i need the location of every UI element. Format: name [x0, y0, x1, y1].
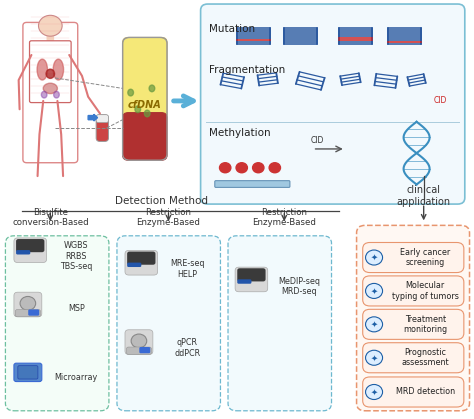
Ellipse shape: [41, 91, 47, 98]
FancyBboxPatch shape: [363, 377, 464, 407]
Circle shape: [236, 163, 247, 173]
FancyBboxPatch shape: [125, 251, 157, 275]
FancyBboxPatch shape: [363, 343, 464, 373]
Text: Methylation: Methylation: [209, 128, 270, 138]
FancyBboxPatch shape: [215, 181, 290, 187]
Text: Detection Method: Detection Method: [115, 196, 208, 206]
Text: Early cancer
screening: Early cancer screening: [400, 248, 450, 267]
Text: MeDIP-seq
MRD-seq: MeDIP-seq MRD-seq: [278, 277, 320, 297]
Text: ✦: ✦: [371, 353, 378, 362]
Text: Fragmentation: Fragmentation: [209, 65, 285, 75]
Text: Prognostic
assessment: Prognostic assessment: [401, 348, 449, 367]
Text: qPCR
ddPCR: qPCR ddPCR: [174, 339, 201, 358]
FancyBboxPatch shape: [123, 113, 167, 160]
Text: ✦: ✦: [371, 253, 378, 262]
FancyBboxPatch shape: [363, 243, 464, 272]
FancyBboxPatch shape: [14, 363, 42, 382]
Text: Restriction
Enzyme-Based: Restriction Enzyme-Based: [137, 208, 201, 227]
Ellipse shape: [135, 106, 141, 113]
FancyBboxPatch shape: [46, 35, 54, 41]
FancyBboxPatch shape: [237, 279, 251, 284]
Ellipse shape: [128, 89, 134, 96]
FancyBboxPatch shape: [126, 347, 152, 354]
FancyBboxPatch shape: [5, 236, 109, 411]
Ellipse shape: [53, 59, 64, 80]
Text: ✦: ✦: [371, 287, 378, 295]
Text: MRD detection: MRD detection: [396, 388, 455, 396]
Text: clinical
application: clinical application: [397, 185, 451, 207]
Circle shape: [269, 163, 281, 173]
Circle shape: [365, 283, 383, 298]
FancyBboxPatch shape: [363, 276, 464, 306]
Ellipse shape: [145, 110, 150, 117]
Circle shape: [365, 350, 383, 365]
Circle shape: [131, 334, 147, 348]
FancyBboxPatch shape: [363, 309, 464, 339]
FancyBboxPatch shape: [117, 236, 220, 411]
FancyBboxPatch shape: [15, 309, 40, 317]
Text: MRE-seq
HELP: MRE-seq HELP: [170, 259, 205, 279]
Ellipse shape: [149, 85, 155, 92]
FancyBboxPatch shape: [14, 292, 42, 317]
Circle shape: [365, 385, 383, 399]
Ellipse shape: [46, 69, 55, 78]
FancyBboxPatch shape: [96, 115, 109, 123]
Ellipse shape: [54, 91, 59, 98]
Text: Treatment
monitoring: Treatment monitoring: [403, 315, 447, 334]
Ellipse shape: [43, 83, 57, 93]
Circle shape: [38, 16, 62, 36]
FancyBboxPatch shape: [127, 251, 155, 265]
FancyBboxPatch shape: [123, 37, 167, 119]
FancyBboxPatch shape: [228, 236, 331, 411]
FancyBboxPatch shape: [96, 115, 109, 142]
Circle shape: [20, 297, 36, 310]
Text: CID: CID: [433, 96, 447, 106]
FancyBboxPatch shape: [127, 263, 141, 267]
Circle shape: [253, 163, 264, 173]
FancyBboxPatch shape: [125, 330, 153, 354]
Text: cfDNA: cfDNA: [128, 100, 162, 110]
FancyBboxPatch shape: [356, 225, 470, 411]
Text: MSP: MSP: [68, 304, 85, 313]
Text: Mutation: Mutation: [209, 23, 255, 34]
FancyBboxPatch shape: [18, 366, 38, 379]
Text: CID: CID: [310, 136, 324, 145]
FancyBboxPatch shape: [16, 239, 45, 252]
FancyBboxPatch shape: [16, 250, 30, 254]
Text: ✦: ✦: [371, 320, 378, 329]
Text: Molecular
typing of tumors: Molecular typing of tumors: [392, 281, 459, 301]
Text: Bisulfite
conversion-Based: Bisulfite conversion-Based: [12, 208, 89, 227]
Text: Restriction
Enzyme-Based: Restriction Enzyme-Based: [252, 208, 316, 227]
FancyBboxPatch shape: [28, 309, 39, 316]
FancyBboxPatch shape: [14, 238, 46, 263]
FancyBboxPatch shape: [235, 267, 268, 292]
FancyBboxPatch shape: [201, 4, 465, 204]
FancyBboxPatch shape: [139, 347, 150, 353]
FancyArrow shape: [88, 114, 98, 121]
FancyBboxPatch shape: [237, 268, 265, 282]
Text: Microarray: Microarray: [55, 373, 98, 382]
Ellipse shape: [37, 59, 47, 80]
Text: ✦: ✦: [371, 388, 378, 396]
Circle shape: [219, 163, 231, 173]
Circle shape: [365, 317, 383, 332]
Text: WGBS
RRBS
TBS-seq: WGBS RRBS TBS-seq: [60, 241, 92, 271]
Circle shape: [365, 250, 383, 265]
